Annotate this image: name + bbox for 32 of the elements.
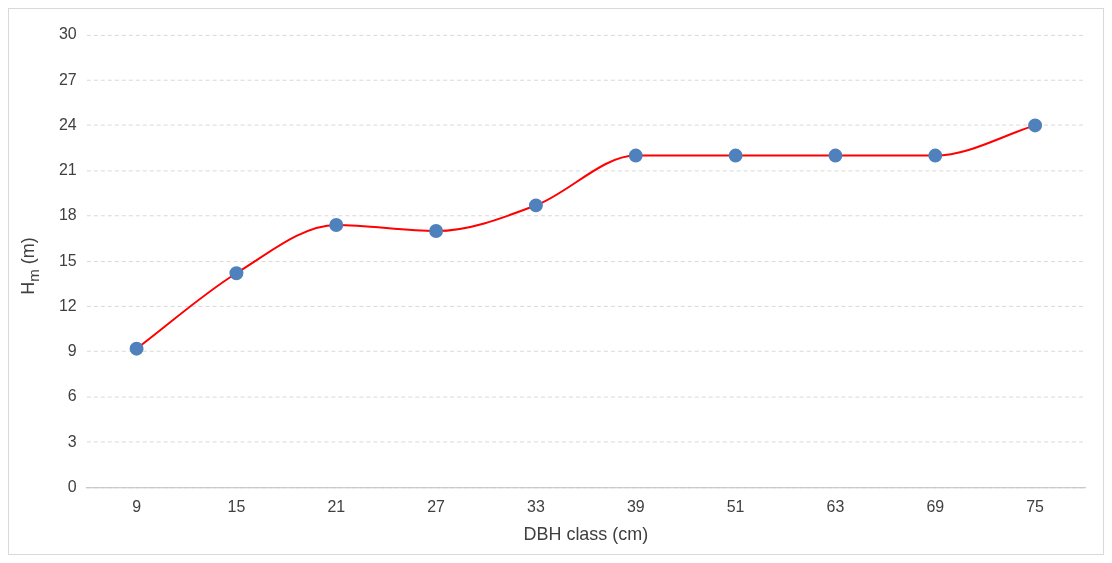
y-tick-label: 12 bbox=[58, 296, 77, 314]
x-tick-label: 33 bbox=[527, 498, 545, 516]
y-tick-label: 15 bbox=[58, 251, 77, 269]
x-tick-label: 63 bbox=[826, 498, 845, 516]
point bbox=[429, 224, 444, 238]
y-tick-label: 30 bbox=[58, 25, 77, 43]
point bbox=[528, 198, 543, 213]
x-tick-label: 69 bbox=[926, 498, 945, 516]
x-tick-label: 39 bbox=[626, 498, 645, 516]
y-tick-label: 27 bbox=[58, 70, 77, 88]
y-tick-label: 21 bbox=[58, 161, 77, 179]
x-tick-label: 51 bbox=[726, 498, 745, 516]
point bbox=[129, 341, 144, 356]
y-tick-label: 0 bbox=[67, 477, 77, 495]
x-axis-title: DBH class (cm) bbox=[523, 524, 649, 545]
point bbox=[828, 148, 843, 163]
y-tick-label: 6 bbox=[67, 387, 77, 405]
point bbox=[329, 217, 344, 232]
y-tick-label: 3 bbox=[67, 432, 77, 450]
x-tick-label: 27 bbox=[427, 498, 446, 516]
point bbox=[728, 148, 743, 163]
point bbox=[1028, 118, 1043, 133]
x-tick-label: 9 bbox=[132, 498, 142, 516]
point bbox=[628, 148, 643, 163]
x-tick-label: 21 bbox=[327, 498, 346, 516]
point bbox=[928, 148, 943, 163]
x-tick-label: 15 bbox=[227, 498, 246, 516]
x-tick-label: 75 bbox=[1026, 498, 1045, 516]
point bbox=[229, 266, 244, 281]
y-tick-label: 9 bbox=[67, 342, 77, 360]
y-tick-label: 24 bbox=[58, 115, 77, 133]
y-tick-label: 18 bbox=[58, 206, 77, 224]
